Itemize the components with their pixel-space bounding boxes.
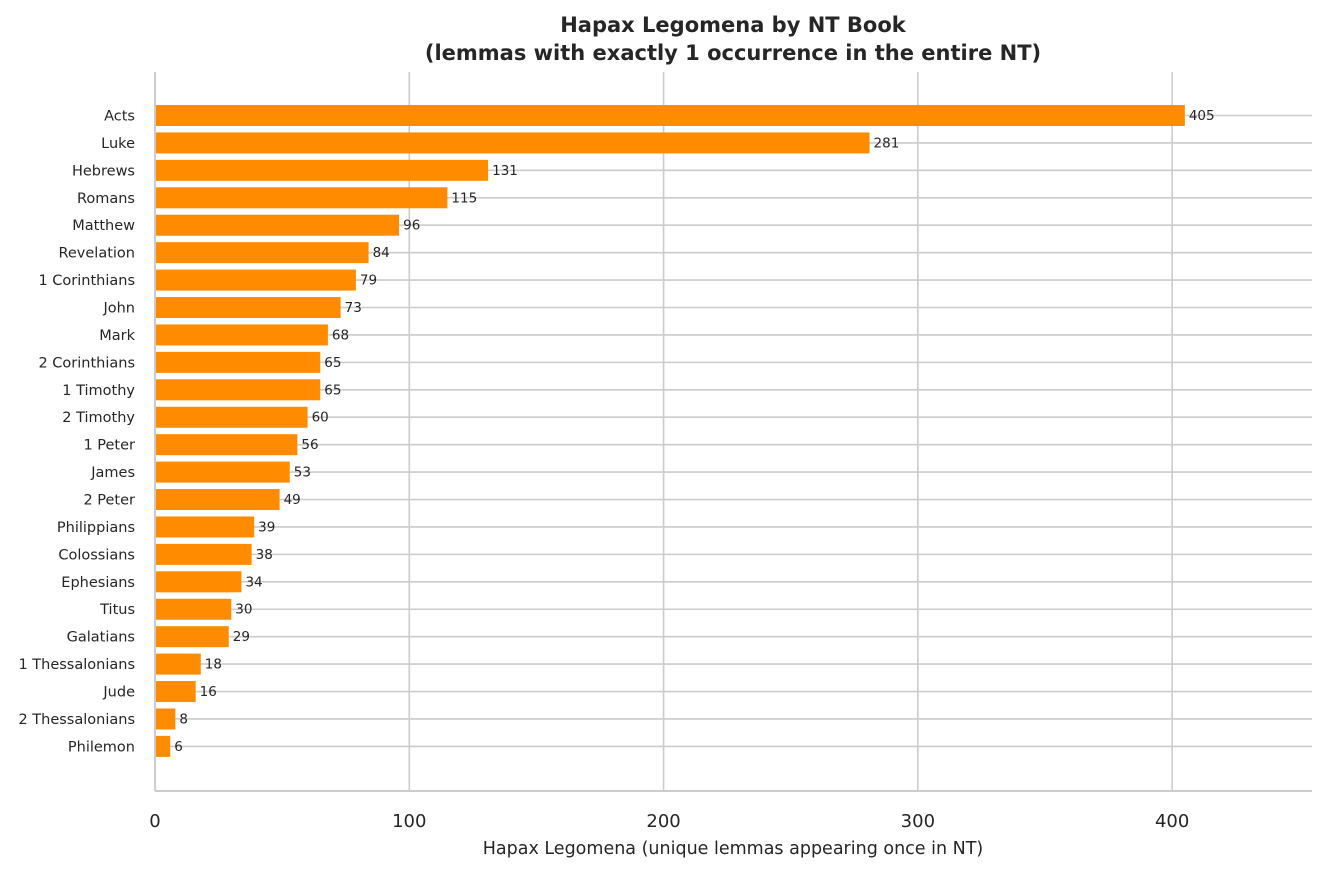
y-tick-label: Mark: [99, 328, 135, 344]
value-label: 60: [312, 410, 329, 426]
bar: [155, 653, 201, 675]
x-tick-label: 300: [901, 811, 935, 832]
bar: [155, 159, 489, 181]
bar: [155, 516, 255, 538]
bar: [155, 543, 252, 565]
value-label: 96: [403, 218, 420, 234]
bar: [155, 297, 341, 319]
value-label: 8: [179, 711, 188, 727]
value-labels: 4052811311159684797368656560565349393834…: [174, 108, 1214, 755]
value-label: 34: [245, 574, 262, 590]
value-label: 73: [345, 300, 362, 316]
y-tick-label: James: [90, 465, 135, 481]
y-tick-label: 1 Corinthians: [38, 273, 135, 289]
bar: [155, 351, 321, 373]
value-label: 405: [1189, 108, 1215, 124]
y-tick-label: Jude: [102, 685, 135, 701]
value-label: 115: [451, 190, 477, 206]
x-tick-label: 200: [646, 811, 680, 832]
value-label: 30: [235, 602, 252, 618]
chart-title: Hapax Legomena by NT Book: [560, 13, 907, 37]
bar: [155, 105, 1185, 126]
value-label: 281: [874, 135, 900, 151]
bar: [155, 379, 321, 401]
value-label: 16: [200, 684, 217, 700]
value-label: 53: [294, 465, 311, 481]
value-label: 65: [324, 382, 341, 398]
value-label: 29: [233, 629, 250, 645]
y-tick-label: Romans: [77, 191, 135, 207]
bar: [155, 598, 232, 620]
value-label: 38: [256, 547, 273, 563]
axes: [154, 72, 1312, 792]
y-tick-label: 1 Timothy: [62, 383, 135, 399]
x-tick-label: 100: [392, 811, 426, 832]
y-tick-label: Philippians: [57, 520, 135, 536]
y-tick-label: Matthew: [72, 218, 135, 234]
bar: [155, 187, 448, 209]
value-label: 79: [360, 273, 377, 289]
x-tick-labels: 0 100 200 300 400: [149, 811, 1189, 832]
bar: [155, 242, 369, 264]
bar: [155, 269, 356, 291]
value-label: 65: [324, 355, 341, 371]
bar: [155, 324, 328, 346]
bar: [155, 434, 298, 456]
y-tick-label: Titus: [99, 602, 135, 618]
bar: [155, 461, 290, 483]
value-label: 56: [301, 437, 318, 453]
bar: [155, 571, 242, 593]
value-label: 6: [174, 739, 183, 755]
y-tick-label: 1 Thessalonians: [18, 657, 135, 673]
bar: [155, 132, 870, 154]
bar: [155, 214, 400, 236]
y-tick-labels: Acts Luke Hebrews Romans Matthew Revelation 1 …: [18, 109, 135, 756]
bar: [155, 708, 176, 730]
value-label: 18: [205, 657, 222, 673]
bar: [155, 406, 308, 428]
y-tick-label: Acts: [104, 109, 135, 125]
x-tick-label: 0: [149, 811, 160, 832]
bar: [155, 681, 196, 703]
value-label: 131: [492, 163, 518, 179]
y-tick-label: Galatians: [67, 630, 135, 646]
y-tick-label: 2 Thessalonians: [18, 712, 135, 728]
value-label: 49: [284, 492, 301, 508]
bar: [155, 735, 171, 757]
x-axis-label: Hapax Legomena (unique lemmas appearing …: [483, 839, 984, 859]
value-label: 39: [258, 519, 275, 535]
x-tick-label: 400: [1155, 811, 1189, 832]
y-tick-label: 1 Peter: [83, 438, 135, 454]
y-tick-label: John: [102, 301, 135, 317]
y-tick-label: Philemon: [68, 739, 135, 755]
chart-subtitle: (lemmas with exactly 1 occurrence in the…: [425, 41, 1041, 65]
value-label: 68: [332, 327, 349, 343]
y-tick-label: 2 Corinthians: [38, 355, 135, 371]
value-label: 84: [373, 245, 390, 261]
bar: [155, 626, 229, 648]
bars: [155, 105, 1185, 757]
y-tick-label: 2 Timothy: [62, 410, 135, 426]
bar: [155, 489, 280, 511]
y-tick-label: 2 Peter: [83, 493, 135, 509]
y-tick-label: Ephesians: [61, 575, 135, 591]
y-tick-label: Hebrews: [72, 163, 135, 179]
y-tick-label: Luke: [101, 136, 135, 152]
y-tick-label: Colossians: [58, 547, 135, 563]
y-tick-label: Revelation: [58, 246, 135, 262]
